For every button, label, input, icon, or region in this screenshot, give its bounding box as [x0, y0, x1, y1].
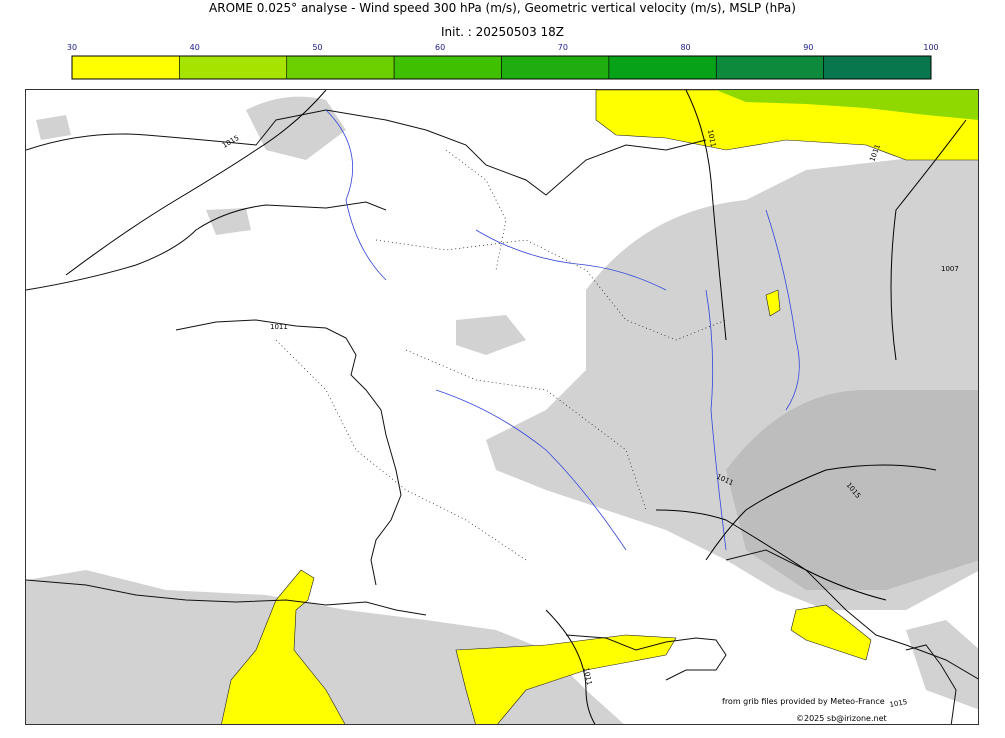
colorbar-tick-label: 80	[680, 43, 690, 52]
colorbar-tick-label: 40	[190, 43, 200, 52]
isobar-label: 1011	[706, 129, 717, 148]
colorbar-segment	[179, 55, 288, 80]
init-time: Init. : 20250503 18Z	[440, 25, 565, 39]
rivers	[325, 109, 800, 551]
colorbar-tick-label: 30	[67, 43, 77, 52]
chart-title: AROME 0.025° analyse - Wind speed 300 hP…	[209, 1, 796, 15]
admin-boundaries	[275, 149, 727, 561]
colorbar-segment	[608, 55, 717, 80]
colorbar: 30 40 50 60 70 80 90 100	[67, 43, 939, 80]
isobar-label: 1011	[270, 323, 288, 331]
copyright-credit: ©2025 sb@irizone.net	[796, 714, 887, 723]
map-svg: 1015 1011 1011 1011 1007 1011 1015 1011 …	[26, 90, 978, 724]
colorbar-segment	[501, 55, 610, 80]
colorbar-segment	[823, 55, 932, 80]
vertical-velocity-shading	[26, 96, 978, 724]
colorbar-segment	[71, 55, 180, 80]
isobar-label: 1007	[941, 265, 959, 273]
colorbar-segment	[715, 55, 824, 80]
colorbar-tick-label: 60	[435, 43, 445, 52]
isobar-label: 1015	[889, 698, 908, 709]
wind-speed-40-area	[716, 90, 978, 120]
isobars	[65, 90, 967, 724]
colorbar-segment	[393, 55, 502, 80]
isobar-label: 1011	[582, 667, 593, 686]
map-panel: 1015 1011 1011 1011 1007 1011 1015 1011 …	[25, 89, 979, 725]
colorbar-tick-label: 50	[312, 43, 322, 52]
coastlines	[26, 109, 978, 724]
data-source-credit: from grib files provided by Meteo-France	[722, 697, 885, 706]
colorbar-tick-label: 100	[923, 43, 938, 52]
colorbar-segment	[286, 55, 395, 80]
colorbar-tick-label: 70	[558, 43, 568, 52]
colorbar-tick-label: 90	[803, 43, 813, 52]
isobar-label: 1015	[221, 134, 240, 150]
